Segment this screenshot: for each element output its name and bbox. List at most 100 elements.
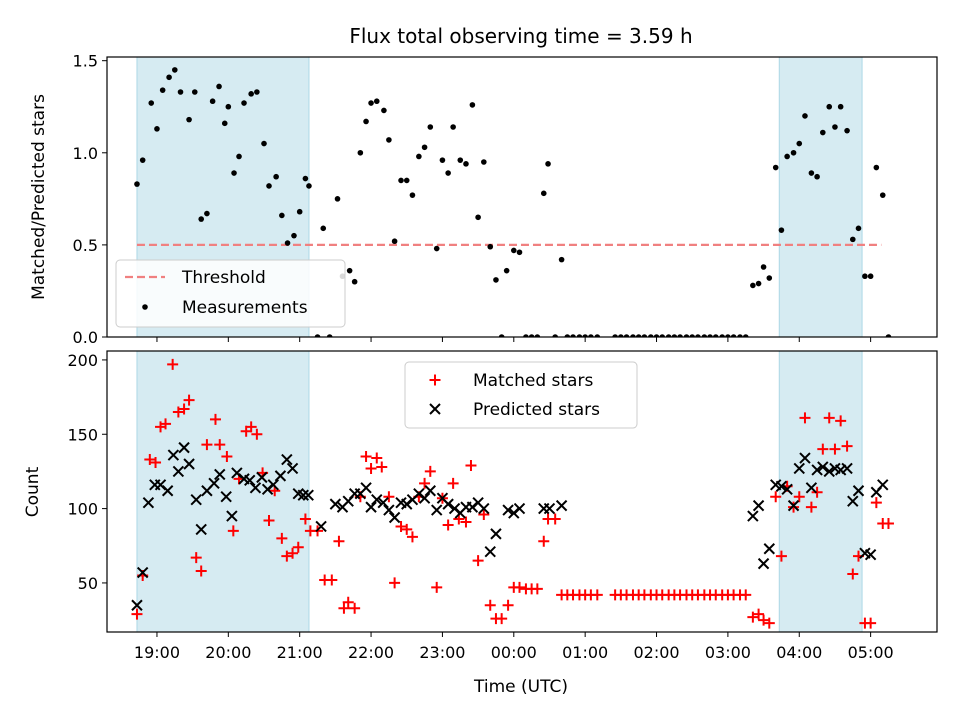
- matched-star-point: [747, 611, 759, 623]
- measurement-point: [671, 334, 678, 337]
- measurement-point: [231, 170, 237, 176]
- matched-star-point: [805, 501, 817, 513]
- measurement-point: [802, 113, 808, 119]
- measurement-point: [457, 157, 464, 163]
- matched-star-point: [419, 477, 431, 489]
- matched-star-point: [429, 374, 441, 386]
- measurement-point: [296, 208, 303, 215]
- measurement-point: [498, 334, 505, 337]
- matched-star-point: [424, 465, 436, 477]
- measurement-point: [558, 256, 565, 263]
- legend-box: [404, 361, 638, 429]
- measurement-point: [570, 334, 576, 337]
- matched-star-point: [214, 439, 226, 451]
- measurement-point: [534, 334, 541, 337]
- predicted-star-point: [226, 510, 238, 522]
- legend-measurement-swatch: [142, 304, 148, 310]
- measurement-point: [475, 214, 481, 221]
- top-legend: Threshold Measurements: [115, 259, 346, 328]
- predicted-star-point: [131, 599, 143, 611]
- x-tick-label: 03:00: [705, 643, 751, 662]
- measurement-point: [730, 334, 737, 337]
- measurement-point: [450, 124, 456, 130]
- measurement-point: [445, 170, 451, 176]
- measurement-point: [808, 170, 815, 176]
- y-tick-label: 150: [67, 425, 98, 444]
- matched-star-point: [799, 412, 811, 424]
- predicted-star-point: [329, 498, 342, 510]
- predicted-star-point: [214, 468, 226, 481]
- y-tick-label: 0.5: [73, 236, 98, 255]
- measurement-point: [576, 334, 583, 337]
- shaded-region: [136, 351, 310, 632]
- predicted-star-point: [195, 523, 207, 536]
- matched-star-point: [292, 541, 304, 553]
- predicted-star-point: [763, 543, 775, 555]
- legend-threshold-label: Threshold: [181, 268, 266, 288]
- matched-star-point: [338, 602, 350, 614]
- matched-star-point: [389, 577, 401, 589]
- predicted-star-point: [852, 485, 865, 497]
- matched-star-point: [882, 517, 894, 529]
- matched-star-point: [172, 406, 184, 418]
- matched-star-point: [209, 413, 221, 425]
- matched-star-point: [281, 550, 293, 562]
- measurement-point: [166, 74, 172, 81]
- bottom-legend: Matched stars Predicted stars: [404, 361, 638, 429]
- matched-star-point: [841, 440, 853, 452]
- measurement-point: [357, 149, 364, 156]
- measurement-point: [885, 334, 892, 337]
- predicted-star-point: [502, 504, 514, 516]
- predicted-star-point: [431, 504, 443, 516]
- matched-star-point: [406, 531, 418, 543]
- matched-star-point: [227, 525, 239, 537]
- measurement-point: [320, 225, 327, 232]
- predicted-star-point: [543, 502, 556, 515]
- matched-star-point: [383, 491, 395, 503]
- matched-star-point: [763, 617, 775, 629]
- measurement-point: [837, 103, 844, 110]
- measurement-point: [635, 334, 642, 337]
- matched-star-point: [740, 589, 752, 601]
- predicted-star-point: [555, 499, 568, 512]
- measurement-point: [712, 334, 719, 337]
- measurement-point: [198, 216, 205, 222]
- measurement-point: [273, 173, 279, 180]
- x-tick-label: 04:00: [776, 643, 822, 662]
- y-tick-label: 50: [78, 574, 98, 593]
- matched-star-point: [472, 555, 484, 567]
- matched-star-point: [549, 513, 561, 525]
- y-tick-label: 100: [67, 500, 98, 519]
- measurement-point: [832, 124, 838, 130]
- predicted-star-point: [315, 520, 327, 533]
- measurement-point: [427, 124, 434, 130]
- measurement-point: [516, 249, 523, 256]
- x-tick-label: 23:00: [419, 643, 465, 662]
- x-tick-label: 05:00: [848, 643, 894, 662]
- measurement-point: [540, 190, 547, 197]
- measurement-point: [493, 277, 499, 283]
- matched-star-point: [333, 535, 345, 547]
- measurement-point: [796, 140, 803, 147]
- legend-matched-label: Matched stars: [473, 371, 593, 391]
- matched-star-point: [531, 583, 543, 595]
- measurement-point: [725, 334, 731, 337]
- measurement-point: [677, 334, 683, 337]
- matched-star-point: [753, 608, 765, 620]
- matched-star-point: [502, 599, 514, 611]
- measurement-point: [291, 232, 297, 239]
- legend-predicted-label: Predicted stars: [473, 400, 600, 420]
- measurement-point: [279, 212, 285, 219]
- matched-star-point: [788, 501, 800, 513]
- measurement-point: [659, 334, 666, 337]
- matched-star-point: [342, 596, 354, 608]
- measurement-point: [552, 334, 558, 337]
- measurement-point: [186, 116, 192, 123]
- predicted-star-point: [823, 465, 835, 478]
- predicted-star-point: [383, 504, 395, 516]
- matched-star-point: [276, 532, 288, 544]
- matched-star-point: [263, 514, 275, 526]
- measurement-point: [363, 118, 369, 125]
- measurement-point: [612, 334, 618, 337]
- measurement-point: [334, 196, 341, 202]
